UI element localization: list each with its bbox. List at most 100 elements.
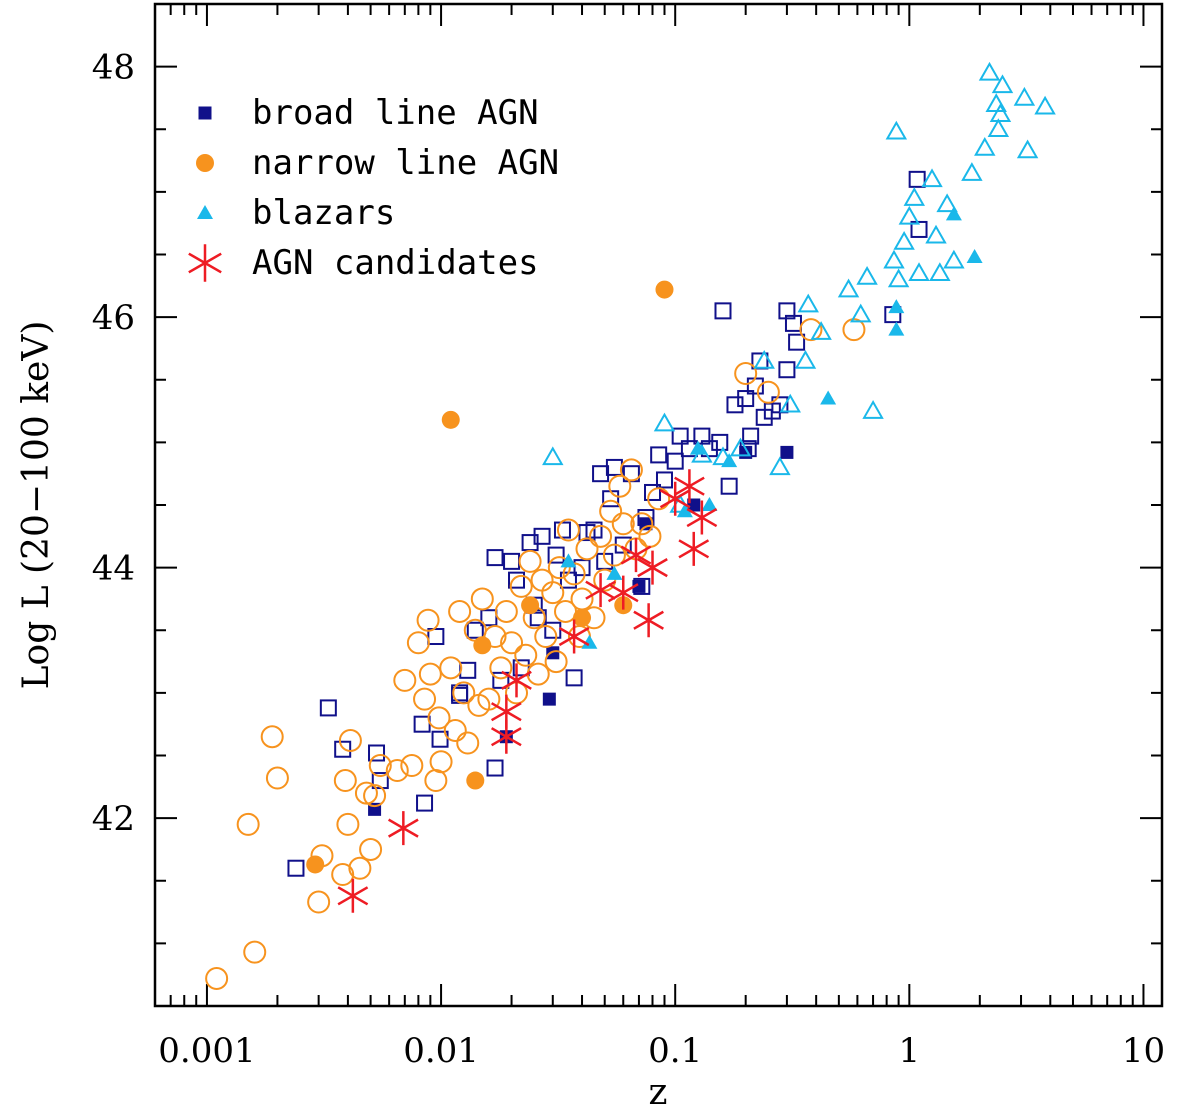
data-point — [331, 862, 355, 886]
data-point — [721, 453, 738, 468]
data-point — [368, 754, 392, 778]
data-point — [885, 120, 908, 140]
data-point — [676, 503, 693, 518]
data-point — [406, 631, 430, 655]
data-point — [490, 694, 522, 729]
data-point — [820, 390, 837, 405]
y-axis-title: Log L (20−100 keV) — [16, 321, 57, 690]
data-point — [898, 205, 921, 225]
data-point — [483, 625, 507, 649]
data-point — [991, 74, 1014, 94]
data-point — [714, 302, 732, 320]
data-point — [659, 481, 691, 516]
data-point — [810, 321, 832, 340]
x-tick-label: 1 — [899, 1031, 921, 1071]
data-point — [560, 553, 577, 568]
data-point — [338, 728, 362, 752]
data-point — [456, 731, 480, 755]
data-point — [418, 662, 442, 686]
series-triangle-open — [542, 61, 1056, 513]
data-point — [427, 706, 451, 730]
data-point — [477, 687, 501, 711]
y-tick-label: 46 — [92, 298, 135, 338]
data-point — [359, 837, 383, 861]
data-point — [486, 549, 504, 567]
y-tick-label: 44 — [92, 549, 135, 589]
data-point — [492, 671, 510, 689]
y-tick-label: 42 — [92, 799, 135, 839]
data-point — [784, 314, 802, 332]
data-point — [334, 740, 352, 758]
data-point — [526, 662, 550, 686]
data-point — [633, 603, 664, 638]
data-point — [655, 471, 673, 489]
data-point — [459, 661, 477, 679]
data-point — [337, 878, 369, 913]
series-star — [337, 469, 718, 913]
data-point — [260, 725, 284, 749]
data-point — [602, 543, 626, 567]
data-point — [431, 730, 449, 748]
data-point — [620, 538, 652, 573]
data-point — [518, 549, 542, 573]
data-point — [908, 262, 930, 282]
data-point — [987, 118, 1010, 137]
data-point — [556, 518, 580, 542]
data-point — [778, 361, 796, 379]
series-circle-filled — [306, 280, 674, 874]
data-point — [592, 465, 610, 483]
data-point — [925, 224, 947, 244]
series-triangle-filled — [560, 206, 983, 649]
data-point — [862, 400, 884, 419]
data-point — [850, 303, 872, 323]
data-point — [544, 650, 568, 674]
data-points — [205, 61, 1056, 990]
data-point — [630, 512, 654, 536]
data-point — [546, 646, 560, 660]
axis-ticks — [154, 4, 1162, 1006]
data-point — [473, 636, 492, 655]
data-point — [443, 718, 467, 742]
legend-label: AGN candidates — [252, 243, 539, 283]
data-point — [929, 262, 951, 282]
data-point — [593, 568, 617, 592]
data-point — [611, 512, 635, 536]
data-point — [608, 474, 632, 498]
data-point — [945, 206, 962, 221]
data-point — [674, 469, 705, 504]
data-point — [888, 321, 905, 336]
x-tick-label: 0.001 — [158, 1031, 255, 1071]
data-point — [974, 137, 996, 156]
data-point — [368, 744, 386, 762]
data-point — [416, 608, 440, 632]
data-point — [503, 552, 521, 570]
data-point — [547, 556, 571, 580]
data-point — [794, 349, 817, 369]
data-point — [779, 393, 801, 413]
data-point — [521, 596, 540, 615]
data-point — [837, 278, 860, 298]
data-point — [671, 427, 689, 445]
data-point — [573, 559, 591, 577]
data-point — [236, 812, 260, 836]
data-point — [689, 440, 706, 455]
data-point — [606, 565, 623, 580]
data-point — [287, 859, 305, 877]
data-point — [607, 575, 639, 610]
data-point — [639, 517, 653, 531]
data-point — [599, 499, 623, 523]
data-point — [533, 527, 551, 545]
data-point — [653, 412, 676, 432]
data-point — [910, 220, 928, 238]
data-point — [575, 537, 599, 561]
data-point — [307, 890, 331, 914]
data-point — [585, 521, 603, 539]
data-point — [797, 293, 819, 313]
data-point — [581, 634, 598, 649]
data-point — [416, 794, 434, 812]
data-point — [448, 599, 472, 623]
legend-marker — [196, 154, 214, 172]
data-point — [319, 699, 337, 717]
data-point — [632, 579, 646, 593]
legend-label: broad line AGN — [252, 93, 539, 133]
